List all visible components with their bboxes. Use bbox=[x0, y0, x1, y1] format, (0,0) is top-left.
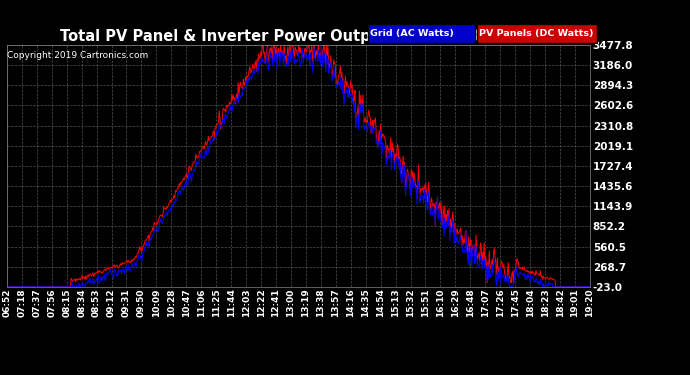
Title: Total PV Panel & Inverter Power Output Sun Apr 28 19:37: Total PV Panel & Inverter Power Output S… bbox=[61, 29, 536, 44]
Text: Grid (AC Watts): Grid (AC Watts) bbox=[371, 29, 454, 38]
Text: Copyright 2019 Cartronics.com: Copyright 2019 Cartronics.com bbox=[7, 51, 148, 60]
Text: PV Panels (DC Watts): PV Panels (DC Watts) bbox=[479, 29, 593, 38]
